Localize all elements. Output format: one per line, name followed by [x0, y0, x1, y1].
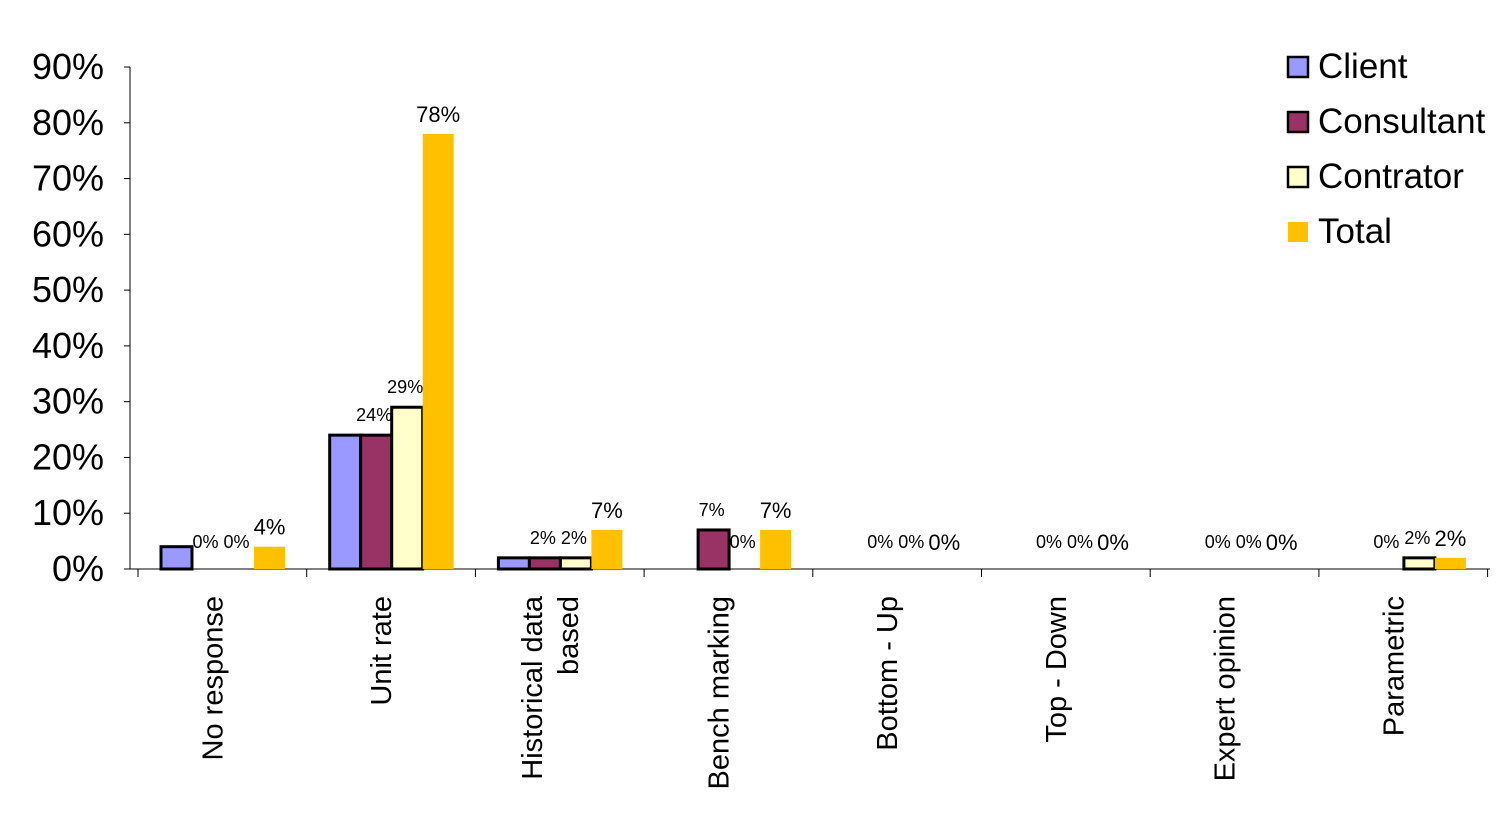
bar-contrator — [558, 556, 593, 571]
data-label: 7% — [591, 498, 623, 523]
data-label: 0% — [1373, 532, 1399, 552]
x-category-label: Unit rate — [366, 596, 398, 706]
data-label: 0% — [1266, 530, 1298, 555]
bar-total — [422, 133, 454, 569]
bar-consultant — [696, 528, 731, 571]
data-label: 0% — [898, 532, 924, 552]
x-category-label: Historical data — [517, 595, 549, 780]
data-label: 0% — [1067, 532, 1093, 552]
data-label: 0% — [928, 530, 960, 555]
y-tick-label: 80% — [32, 102, 104, 143]
y-tick-label: 60% — [32, 213, 104, 254]
data-label: 0% — [192, 532, 218, 552]
data-label: 0% — [1036, 532, 1062, 552]
data-label: 29% — [387, 377, 423, 397]
data-label: 24% — [356, 405, 392, 425]
y-tick-label: 40% — [32, 325, 104, 366]
x-category-label: Expert opinion — [1210, 596, 1242, 781]
bar-total — [591, 529, 623, 569]
legend-label: Total — [1318, 212, 1392, 251]
bar-contrator — [390, 405, 425, 571]
data-label: 78% — [416, 102, 460, 127]
legend-swatch-total — [1288, 222, 1308, 242]
data-label: 2% — [1404, 528, 1430, 548]
data-label: 4% — [254, 515, 286, 540]
legend-label: Contrator — [1318, 157, 1464, 196]
data-label: 0% — [867, 532, 893, 552]
data-label: 2% — [1435, 526, 1467, 551]
x-category-label: Bottom - Up — [872, 596, 904, 751]
y-tick-label: 70% — [32, 158, 104, 199]
bar-client — [328, 433, 363, 571]
legend-label: Consultant — [1318, 102, 1486, 141]
data-label: 0% — [1097, 530, 1129, 555]
data-label: 7% — [760, 498, 792, 523]
y-tick-label: 20% — [32, 436, 104, 477]
y-tick-label: 50% — [32, 269, 104, 310]
data-label: 0% — [1236, 532, 1262, 552]
data-label: 2% — [530, 528, 556, 548]
y-tick-label: 30% — [32, 381, 104, 422]
x-category-label: Bench marking — [703, 596, 735, 789]
data-label: 0% — [223, 532, 249, 552]
bar-consultant — [527, 556, 562, 571]
y-tick-label: 10% — [32, 492, 104, 533]
data-label: 0% — [730, 532, 756, 552]
y-tick-label: 90% — [32, 46, 104, 87]
bar-total — [254, 546, 285, 569]
legend-label: Client — [1318, 47, 1408, 86]
x-category-label: based — [553, 596, 585, 675]
legend-swatch-client — [1286, 55, 1310, 79]
bar-contrator — [1402, 556, 1437, 571]
data-label: 7% — [699, 500, 725, 520]
bar-client — [159, 545, 194, 571]
data-label: 2% — [561, 528, 587, 548]
legend-swatch-contrator — [1286, 165, 1310, 189]
data-label: 0% — [1205, 532, 1231, 552]
y-tick-label: 0% — [52, 548, 104, 589]
bar-total — [760, 529, 792, 569]
x-category-label: No response — [197, 596, 229, 760]
bar-consultant — [359, 433, 394, 571]
bar-client — [496, 556, 531, 571]
legend-swatch-consultant — [1286, 110, 1310, 134]
bar-total — [1434, 557, 1466, 569]
x-category-label: Top - Down — [1041, 596, 1073, 743]
x-category-label: Parametric — [1378, 596, 1410, 736]
